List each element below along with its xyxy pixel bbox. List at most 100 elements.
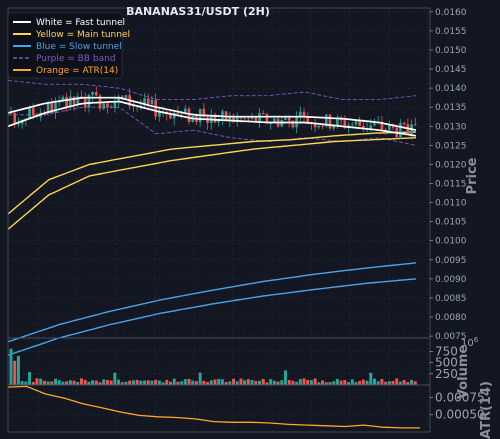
volume-bar	[365, 380, 369, 385]
candle-body	[106, 103, 109, 108]
candle-body	[336, 117, 339, 126]
candle-body	[399, 122, 402, 138]
volume-bar	[183, 379, 187, 385]
legend-label-main: Yellow = Main tunnel	[35, 30, 130, 40]
atr-panel-frame	[7, 384, 431, 433]
candle-body	[321, 125, 324, 127]
volume-bar	[16, 355, 20, 385]
candle-body	[287, 117, 291, 121]
price-tick-label: 0.0095	[435, 256, 467, 266]
volume-bar	[113, 372, 117, 385]
volume-bar	[131, 380, 135, 385]
candle-body	[46, 103, 50, 114]
candle-body	[143, 98, 146, 106]
volume-bar	[146, 380, 150, 385]
candle-body	[239, 117, 243, 119]
volume-bar	[235, 381, 239, 385]
volume-bar	[358, 380, 362, 385]
volume-bar	[380, 379, 384, 385]
volume-bar	[198, 372, 202, 385]
volume-bar	[384, 381, 388, 385]
candle-body	[83, 96, 87, 108]
candle-body	[158, 112, 161, 117]
candle-body	[87, 94, 91, 108]
candle-body	[369, 125, 373, 130]
volume-panel-frame	[7, 337, 431, 386]
volume-bar	[194, 381, 198, 385]
atr-axis-title: ATR(14)	[479, 381, 494, 439]
chart-title: BANANAS31/USDT (2H)	[126, 5, 270, 18]
volume-bar	[369, 372, 373, 385]
candle-body	[317, 125, 321, 128]
volume-bar	[354, 382, 358, 385]
candle-body	[221, 111, 224, 119]
candle-body	[306, 116, 310, 124]
volume-bar	[220, 379, 224, 385]
candle-body	[154, 99, 157, 117]
volume-bar	[213, 379, 217, 385]
fast-tunnel-lower-line	[7, 100, 417, 137]
volume-bar	[258, 380, 261, 385]
volume-bar	[65, 381, 69, 385]
volume-tick-label: 250	[435, 367, 458, 381]
atr-line	[7, 385, 420, 429]
price-axis-title: Price	[465, 157, 480, 194]
volume-bar	[54, 378, 57, 385]
volume-bar	[83, 379, 87, 385]
volume-bar	[28, 372, 32, 385]
volume-bar	[165, 379, 169, 385]
volume-bar	[291, 380, 295, 385]
volume-tick-label: 750	[435, 344, 458, 358]
volume-bar	[287, 380, 291, 385]
volume-bar	[191, 380, 195, 385]
volume-bar	[143, 380, 147, 385]
volume-bar	[406, 381, 410, 385]
candle-body	[187, 108, 191, 122]
price-tick-label: 0.0125	[435, 141, 467, 151]
candle-body	[332, 125, 335, 129]
volume-bar	[154, 379, 158, 385]
volume-bar	[102, 379, 106, 385]
legend-label-slow: Blue = Slow tunnel	[36, 42, 122, 52]
candle-body	[313, 123, 317, 128]
candle-body	[232, 115, 235, 123]
volume-bar	[343, 380, 347, 385]
volume-multiplier: 106	[461, 336, 479, 349]
volume-bar	[283, 370, 287, 385]
candle-body	[413, 124, 417, 126]
volume-bar	[50, 381, 54, 385]
price-tick-label: 0.0140	[435, 84, 467, 94]
slow-tunnel-lower-line	[7, 278, 417, 356]
volume-bar	[276, 381, 280, 385]
volume-bar	[35, 378, 39, 385]
volume-bar	[376, 381, 380, 385]
legend-label-bb: Purple = BB band	[36, 54, 116, 64]
candle-body	[284, 117, 287, 121]
volume-bar	[243, 380, 247, 385]
volume-bar	[387, 381, 391, 385]
candle-body	[273, 118, 276, 123]
candle-body	[213, 114, 217, 123]
volume-bar	[317, 382, 321, 385]
volume-bar	[361, 379, 365, 385]
candle-body	[169, 114, 172, 119]
candle-body	[388, 124, 391, 130]
volume-bar	[31, 381, 35, 385]
fast-tunnel-upper-line	[7, 96, 417, 131]
volume-bar	[24, 381, 28, 385]
volume-bar	[9, 348, 13, 385]
bb-upper-line	[7, 80, 417, 101]
price-tick-label: 0.0120	[435, 160, 467, 170]
volume-bar	[176, 381, 180, 385]
volume-bar	[410, 379, 414, 385]
volume-bar	[246, 379, 250, 385]
candle-body	[80, 96, 83, 98]
price-tick-label: 0.0145	[435, 65, 467, 75]
candle-body	[102, 103, 106, 109]
candle-body	[146, 98, 150, 104]
volume-bar	[76, 382, 80, 385]
volume-bar	[306, 379, 310, 385]
volume-bar	[261, 378, 265, 385]
volume-bar	[324, 382, 328, 385]
